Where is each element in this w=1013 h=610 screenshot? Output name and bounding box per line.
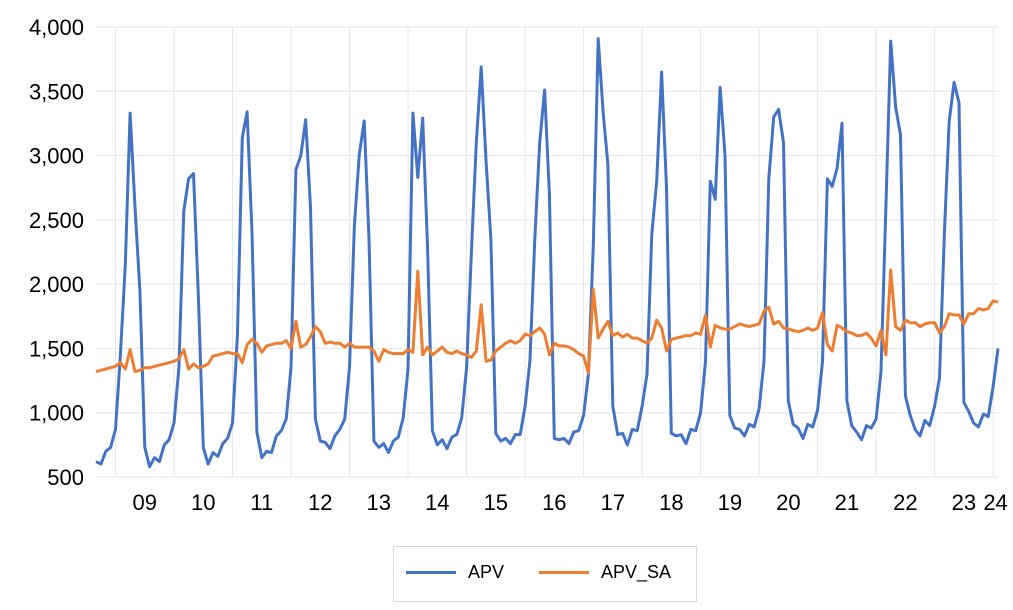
x-tick-label: 12 <box>308 490 332 515</box>
y-tick-label: 1,500 <box>29 336 84 361</box>
legend: APV APV_SA <box>393 546 697 602</box>
x-tick-label: 23 <box>952 490 976 515</box>
x-tick-label: 18 <box>659 490 683 515</box>
x-tick-label: 22 <box>893 490 917 515</box>
legend-item-apv-sa: APV_SA <box>539 562 671 583</box>
x-tick-label: 20 <box>776 490 800 515</box>
legend-label-apv-sa: APV_SA <box>601 562 672 582</box>
y-tick-label: 1,000 <box>29 401 84 426</box>
x-tick-label: 19 <box>718 490 742 515</box>
legend-item-apv: APV <box>406 562 504 583</box>
x-tick-label: 10 <box>191 490 215 515</box>
series-line-apv <box>95 37 1000 469</box>
x-tick-label: 14 <box>425 490 449 515</box>
legend-swatch-apv-sa <box>539 571 589 574</box>
y-axis-tick-labels: 500 1,000 1,500 2,000 2,500 3,000 3,500 4,000 <box>29 15 84 490</box>
y-tick-label: 3,000 <box>29 144 84 169</box>
y-tick-label: 3,500 <box>29 79 84 104</box>
series-lines <box>95 37 1000 469</box>
legend-label-apv: APV <box>468 562 505 582</box>
x-tick-label: 21 <box>835 490 859 515</box>
y-tick-label: 4,000 <box>29 15 84 40</box>
x-tick-label: 16 <box>542 490 566 515</box>
y-tick-label: 500 <box>47 465 84 490</box>
x-tick-label: 11 <box>250 490 273 515</box>
y-tick-label: 2,500 <box>29 208 84 233</box>
x-tick-label: 17 <box>601 490 625 515</box>
x-tick-label: 24 <box>983 490 1007 515</box>
x-tick-label: 15 <box>484 490 508 515</box>
x-tick-label: 09 <box>133 490 157 515</box>
gridlines <box>96 26 998 478</box>
x-tick-label: 13 <box>367 490 391 515</box>
x-axis-tick-labels: 09 10 11 12 13 14 15 16 17 18 19 20 21 22 23 24 <box>133 490 1008 515</box>
series-line-apv-sa <box>95 268 999 375</box>
y-tick-label: 2,000 <box>29 272 84 297</box>
legend-swatch-apv <box>406 571 456 574</box>
